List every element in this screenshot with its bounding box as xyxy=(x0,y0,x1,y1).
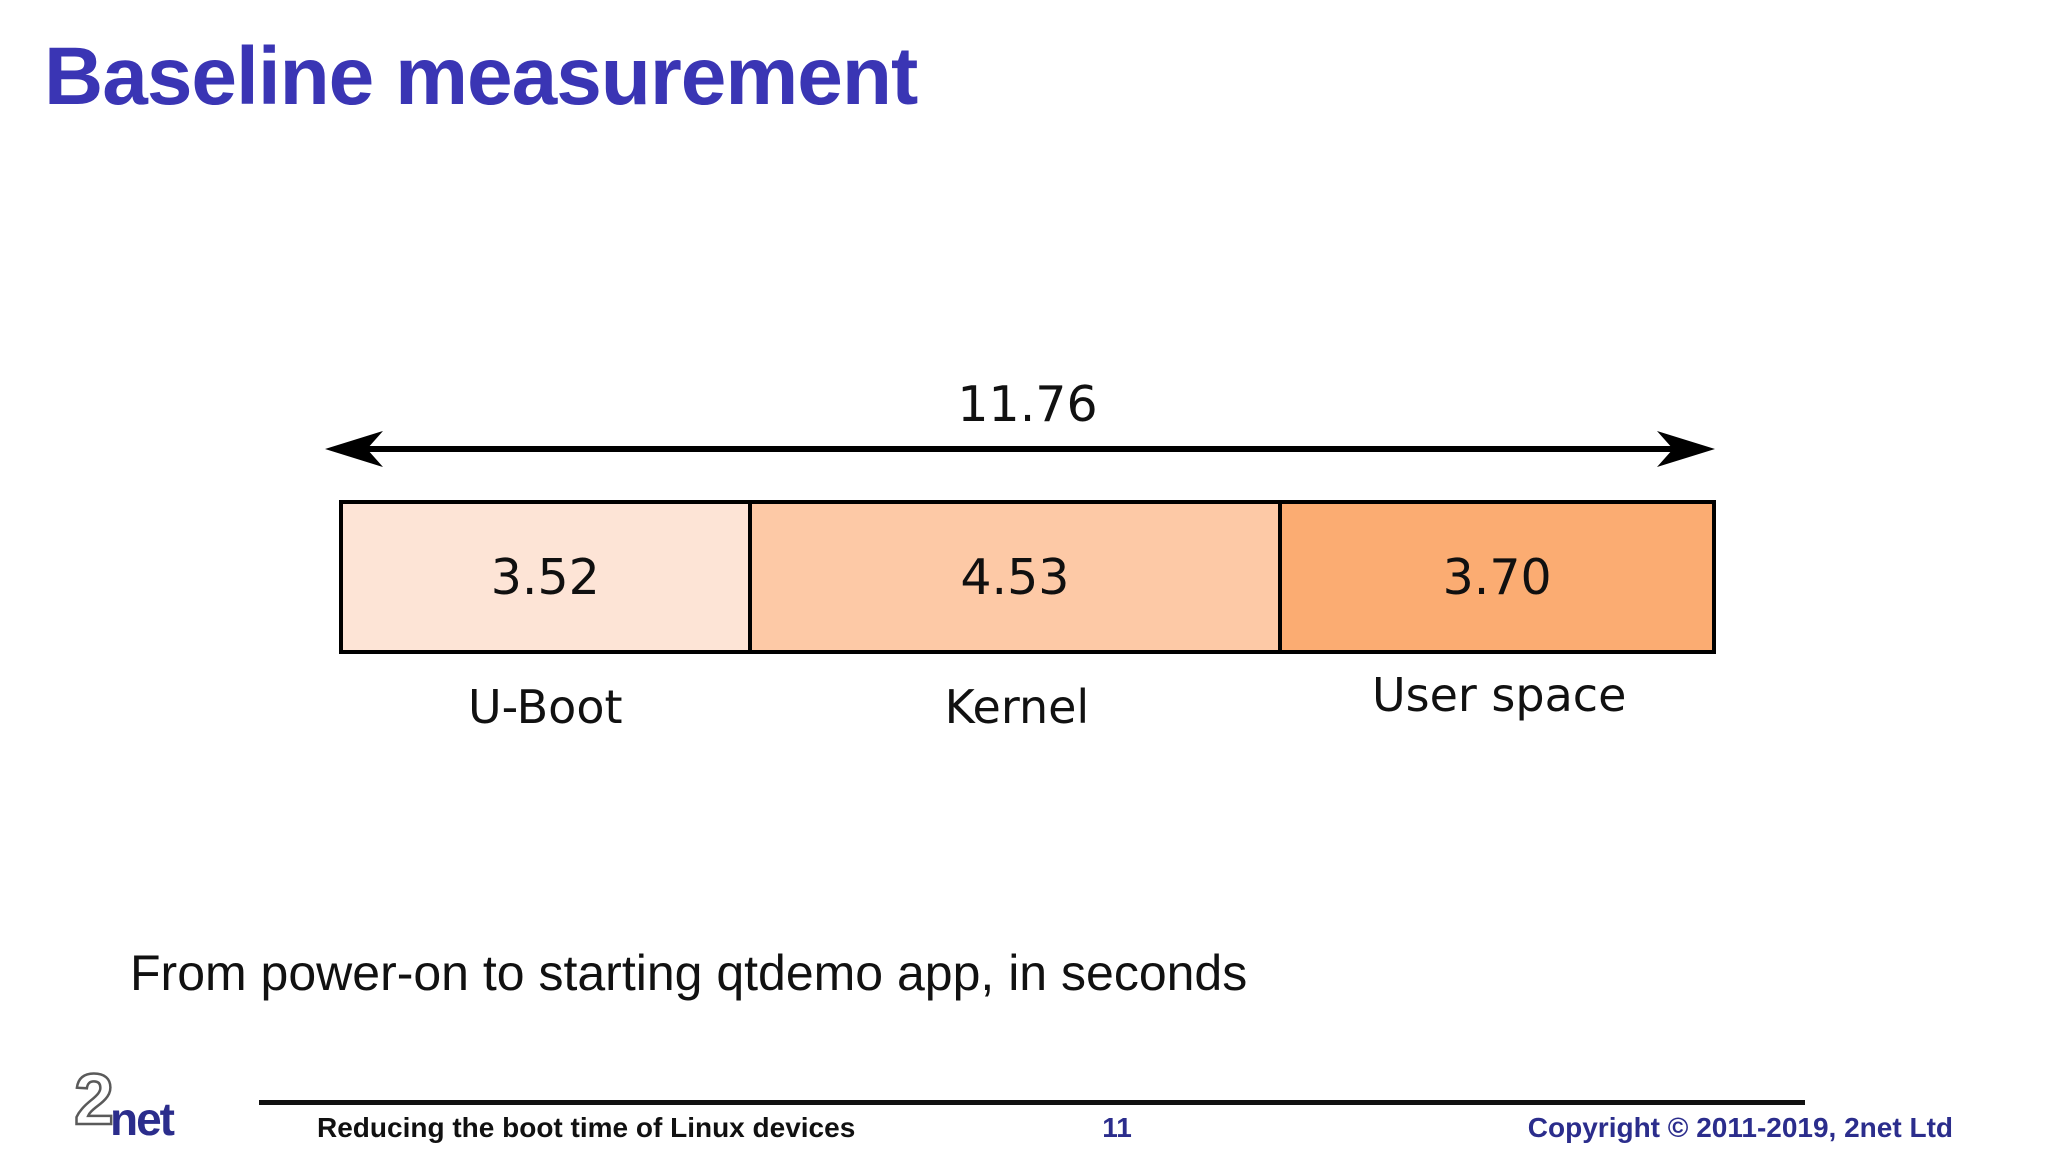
arrow-head-right xyxy=(1657,431,1715,467)
arrow-head-left xyxy=(325,431,383,467)
logo-2-glyph: 2 xyxy=(73,1059,116,1142)
footer-deck-title: Reducing the boot time of Linux devices xyxy=(317,1112,856,1143)
bar-segments: 3.52 4.53 3.70 xyxy=(339,500,1716,654)
bar-category-label-kernel: Kernel xyxy=(944,680,1090,734)
caption: From power-on to starting qtdemo app, in… xyxy=(130,945,1248,1001)
bar-category-label-user-space: User space xyxy=(1371,668,1627,722)
svg-text:2: 2 xyxy=(74,1060,114,1140)
footer-divider-line xyxy=(259,1100,1805,1105)
bar-category-label-u-boot: U-Boot xyxy=(467,680,623,734)
total-duration-label: 11.76 xyxy=(957,376,1098,433)
double-arrow xyxy=(325,431,1715,467)
logo-net-text: net xyxy=(110,1093,175,1145)
bar-segment-user-space: 3.70 xyxy=(1282,500,1716,654)
logo-2net: 2 net xyxy=(70,1058,200,1148)
page-number: 11 xyxy=(1102,1112,1132,1143)
copyright-notice: Copyright © 2011-2019, 2net Ltd xyxy=(1527,1112,1953,1143)
slide-title: Baseline measurement xyxy=(44,31,918,122)
bar-labels: U-Boot Kernel User space xyxy=(339,668,1716,734)
bar-segment-u-boot: 3.52 xyxy=(339,500,752,654)
bar-segment-kernel: 4.53 xyxy=(751,500,1283,654)
